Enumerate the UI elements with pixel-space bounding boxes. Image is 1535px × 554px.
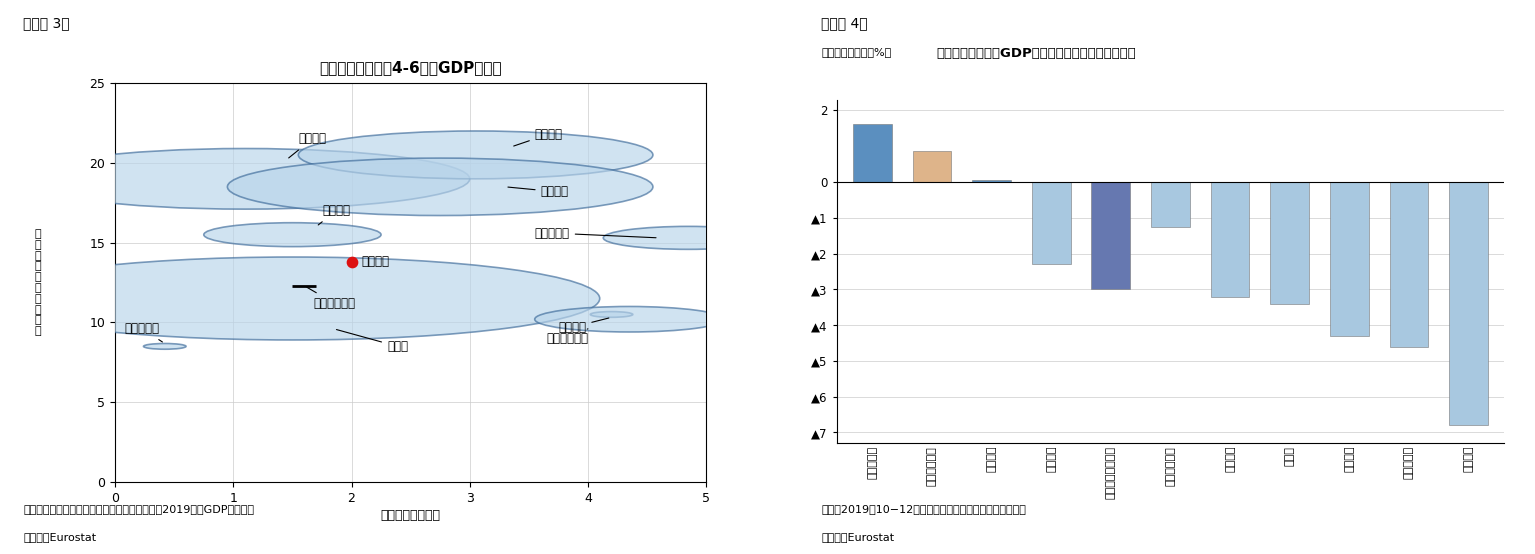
Text: （参考）米国: （参考）米国: [307, 287, 356, 310]
Ellipse shape: [0, 257, 600, 340]
Bar: [1091, 182, 1130, 289]
Text: ベルギー: ベルギー: [318, 204, 350, 225]
Text: ユーロ圏: ユーロ圏: [361, 254, 388, 268]
Ellipse shape: [603, 227, 774, 249]
Text: （資料）Eurostat: （資料）Eurostat: [23, 532, 97, 542]
Text: （図表 4）: （図表 4）: [821, 17, 867, 30]
Bar: [1449, 182, 1487, 425]
Bar: [1329, 182, 1369, 336]
Ellipse shape: [204, 223, 381, 247]
Text: （資料）Eurostat: （資料）Eurostat: [821, 532, 895, 542]
Text: スペイン: スペイン: [514, 127, 563, 146]
Text: ドイツ: ドイツ: [336, 330, 408, 353]
Ellipse shape: [298, 131, 652, 179]
Bar: [1032, 182, 1070, 264]
Text: （注）2019年10−12月期比、一部の国は伸び率等から推計: （注）2019年10−12月期比、一部の国は伸び率等から推計: [821, 504, 1025, 514]
Bar: [1211, 182, 1249, 296]
Bar: [972, 180, 1012, 182]
Ellipse shape: [591, 311, 632, 317]
Bar: [1271, 182, 1309, 304]
Text: ユーロ圏主要国のGDP水準（コロナ禍前との比較）: ユーロ圏主要国のGDP水準（コロナ禍前との比較）: [936, 47, 1136, 60]
Point: [339, 258, 364, 266]
Text: イタリア: イタリア: [508, 185, 568, 198]
Text: （
前
年
同
期
比
伸
び
率
）: （ 前 年 同 期 比 伸 び 率 ）: [35, 229, 41, 336]
Bar: [1151, 182, 1190, 227]
Ellipse shape: [227, 158, 652, 216]
Text: フランス: フランス: [289, 132, 327, 158]
Text: リトアニア: リトアニア: [124, 322, 163, 342]
Text: （注）ユーロ圏全体と米国を除く円の大きさは2019年のGDPの大きさ: （注）ユーロ圏全体と米国を除く円の大きさは2019年のGDPの大きさ: [23, 504, 253, 514]
X-axis label: （前期比伸び率）: （前期比伸び率）: [381, 509, 441, 522]
Text: （図表 3）: （図表 3）: [23, 17, 69, 30]
Text: オーストリア: オーストリア: [546, 329, 588, 345]
Bar: [1389, 182, 1428, 347]
Title: ユーロ圏主要国の4-6月期GDP伸び率: ユーロ圏主要国の4-6月期GDP伸び率: [319, 60, 502, 75]
Text: ラトビア: ラトビア: [559, 318, 609, 334]
Bar: [913, 151, 952, 182]
Text: （コロナ禍前比、%）: （コロナ禍前比、%）: [821, 47, 892, 57]
Text: ポルトガル: ポルトガル: [534, 227, 655, 239]
Ellipse shape: [143, 343, 186, 349]
Ellipse shape: [20, 148, 470, 209]
Ellipse shape: [534, 306, 725, 332]
Bar: [853, 124, 892, 182]
